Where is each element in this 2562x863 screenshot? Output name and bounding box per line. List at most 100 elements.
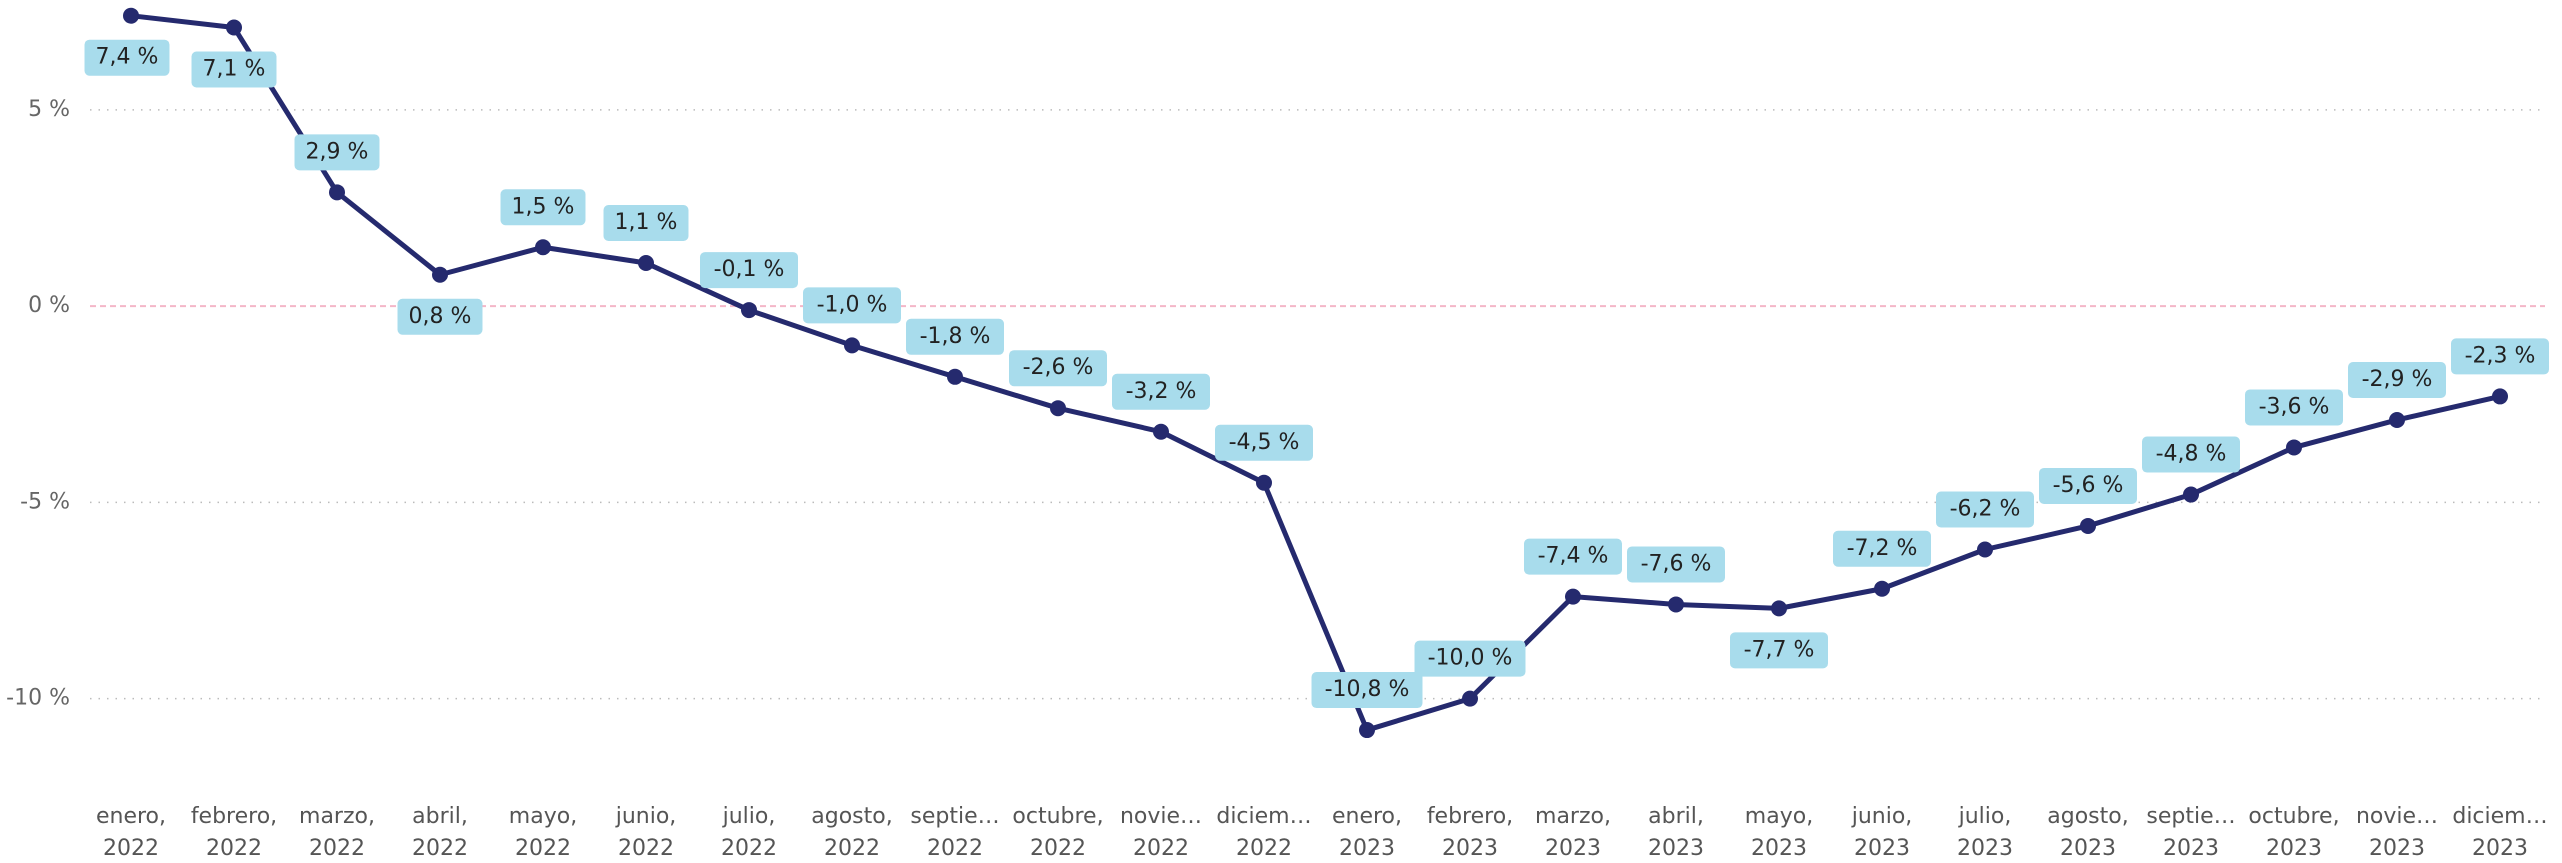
- value-label: -7,7 %: [1744, 637, 1815, 662]
- point: [1771, 600, 1787, 617]
- value-label-box: [2451, 338, 2549, 375]
- value-label-box: [1627, 546, 1725, 583]
- value-label-box: [191, 51, 277, 88]
- value-label-box: [500, 189, 586, 226]
- value-label: -10,0 %: [1428, 646, 1513, 671]
- point: [741, 302, 757, 319]
- point: [1462, 690, 1478, 707]
- point: [2389, 411, 2405, 428]
- value-label-box: [1833, 530, 1931, 567]
- x-tick-label: marzo, 2022: [299, 804, 375, 861]
- value-label: -4,8 %: [2156, 442, 2227, 467]
- x-tick-label: agosto, 2022: [811, 804, 892, 861]
- x-tick-label: agosto, 2023: [2047, 804, 2128, 861]
- value-label-box: [1730, 632, 1828, 669]
- value-label: -7,4 %: [1538, 544, 1609, 569]
- value-label: -3,6 %: [2259, 394, 2330, 419]
- point: [844, 337, 860, 354]
- value-label: -10,8 %: [1325, 677, 1410, 702]
- point: [1256, 474, 1272, 491]
- line: [130, 13, 2501, 733]
- x-tick-label: julio, 2023: [1957, 804, 2013, 861]
- value-label: -3,2 %: [1126, 379, 1197, 404]
- point: [2286, 439, 2302, 456]
- value-label: 7,4 %: [96, 45, 159, 70]
- value-label-box: [1311, 672, 1423, 709]
- x-tick-label: febrero, 2023: [1427, 804, 1513, 861]
- point: [535, 239, 551, 256]
- point: [1668, 596, 1684, 613]
- x-tick-label: junio, 2022: [615, 804, 677, 861]
- point: [226, 19, 242, 36]
- point: [2183, 486, 2199, 503]
- x-tick-label: febrero, 2022: [191, 804, 277, 861]
- value-label-box: [1112, 373, 1210, 410]
- value-label: -2,9 %: [2362, 367, 2433, 392]
- x-tick-label: novie… 2022: [1120, 804, 1202, 861]
- point: [123, 7, 139, 24]
- value-label: -6,2 %: [1950, 497, 2021, 522]
- value-label-box: [397, 298, 483, 335]
- value-label-box: [1215, 424, 1313, 461]
- point: [1359, 722, 1375, 739]
- point: [1874, 580, 1890, 597]
- value-label-box: [803, 287, 901, 324]
- value-label-box: [2245, 389, 2343, 426]
- x-tick-label: abril, 2023: [1648, 804, 1704, 861]
- point: [2080, 517, 2096, 534]
- value-label: -7,2 %: [1847, 536, 1918, 561]
- x-tick-label: novie… 2023: [2356, 804, 2438, 861]
- x-tick-label: diciem… 2023: [2452, 804, 2547, 861]
- point: [432, 266, 448, 283]
- y-tick-label: -10 %: [6, 686, 70, 711]
- value-label-box: [1009, 350, 1107, 387]
- x-tick-label: octubre, 2022: [1012, 804, 1103, 861]
- value-label-box: [603, 204, 689, 241]
- point: [2492, 388, 2508, 405]
- value-label: 1,1 %: [615, 210, 678, 235]
- x-tick-label: mayo, 2023: [1745, 804, 1813, 861]
- point: [1153, 423, 1169, 440]
- value-label: 2,9 %: [306, 139, 369, 164]
- x-tick-label: septie… 2022: [910, 804, 999, 861]
- value-label: -1,8 %: [920, 324, 991, 349]
- value-label-box: [2039, 467, 2137, 504]
- point: [1050, 400, 1066, 417]
- value-label-box: [2142, 436, 2240, 473]
- value-label-box: [1414, 640, 1526, 677]
- value-label-box: [294, 134, 380, 171]
- point: [638, 254, 654, 271]
- value-label-box: [700, 252, 798, 289]
- x-tick-label: diciem… 2022: [1216, 804, 1311, 861]
- value-label: -4,5 %: [1229, 430, 1300, 455]
- y-tick-label: -5 %: [20, 489, 70, 514]
- x-tick-label: junio, 2023: [1851, 804, 1913, 861]
- value-label-box: [2348, 361, 2446, 398]
- value-label-box: [84, 39, 170, 76]
- x-tick-label: marzo, 2023: [1535, 804, 1611, 861]
- value-label: -0,1 %: [714, 257, 785, 282]
- value-label: -1,0 %: [817, 292, 888, 317]
- x-tick-label: abril, 2022: [412, 804, 468, 861]
- point: [1977, 541, 1993, 558]
- value-label: 7,1 %: [203, 56, 266, 81]
- value-label: -7,6 %: [1641, 551, 1712, 576]
- point: [329, 184, 345, 201]
- value-label: -2,6 %: [1023, 355, 1094, 380]
- x-tick-label: octubre, 2023: [2248, 804, 2339, 861]
- x-tick-label: enero, 2022: [96, 804, 166, 861]
- value-label: 1,5 %: [512, 194, 575, 219]
- point: [1565, 588, 1581, 605]
- point: [947, 368, 963, 385]
- value-label: -5,6 %: [2053, 473, 2124, 498]
- y-tick-label: 0 %: [28, 293, 70, 318]
- value-label-box: [1524, 538, 1622, 575]
- x-tick-label: enero, 2023: [1332, 804, 1402, 861]
- y-tick-label: 5 %: [28, 97, 70, 122]
- x-tick-label: julio, 2022: [721, 804, 777, 861]
- value-label: -2,3 %: [2465, 343, 2536, 368]
- value-label-box: [906, 318, 1004, 355]
- x-tick-label: septie… 2023: [2146, 804, 2235, 861]
- value-label-box: [1936, 491, 2034, 528]
